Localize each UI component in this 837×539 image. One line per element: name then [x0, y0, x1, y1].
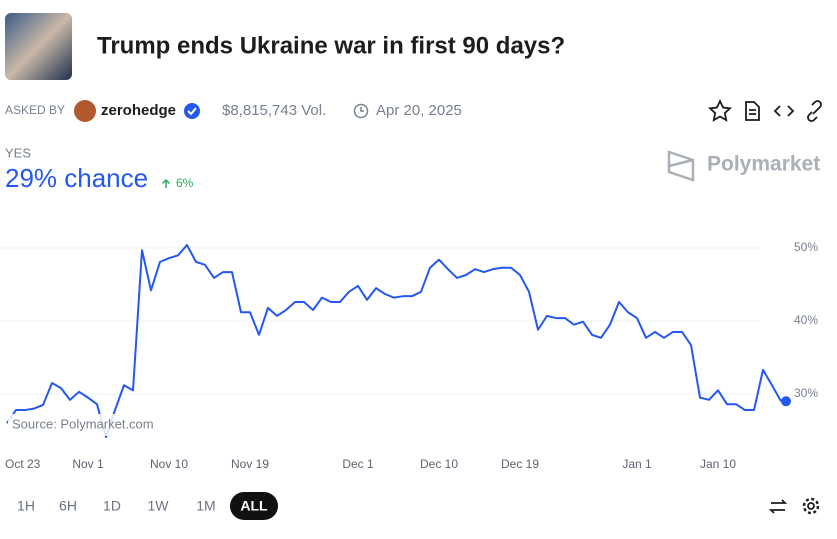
link-button[interactable]: [807, 100, 822, 122]
up-arrow: [161, 178, 171, 188]
x-tick-label: Nov 19: [231, 457, 269, 471]
x-tick-label: Jan 1: [622, 457, 652, 471]
y-tick-label: 40%: [794, 313, 818, 327]
market-title: Trump ends Ukraine war in first 90 days?: [97, 32, 565, 59]
brand-name: Polymarket: [707, 153, 820, 176]
doc-button[interactable]: [745, 101, 760, 121]
range-button[interactable]: 1W: [148, 498, 170, 514]
verified-badge: [184, 103, 200, 119]
y-tick-label: 30%: [794, 386, 818, 400]
star-button[interactable]: [707, 98, 733, 122]
embed-button[interactable]: [773, 105, 795, 117]
x-tick-label: Oct 23: [5, 457, 41, 471]
chart: 30% 40% 50% Oct 23 Nov 1 Nov 10 Nov 19 Dec 1 Dec…: [0, 240, 818, 471]
volume: $8,815,743 Vol.: [222, 102, 326, 119]
range-selector: 1H 6H 1D 1W 1M ALL: [17, 492, 278, 520]
price-line: [6, 244, 782, 439]
settings-gear[interactable]: [802, 497, 820, 515]
user-avatar: [74, 100, 96, 122]
user-name[interactable]: zerohedge: [101, 102, 176, 119]
clock-hands: [360, 107, 364, 112]
range-button[interactable]: ALL: [240, 498, 268, 514]
x-tick-label: Nov 10: [150, 457, 188, 471]
asked-by-label: ASKED BY: [5, 103, 65, 117]
last-point: [781, 396, 791, 407]
outcome-label: YES: [5, 145, 31, 160]
range-button[interactable]: 1D: [103, 498, 121, 514]
brand-logo: [667, 150, 695, 182]
swap-button[interactable]: [768, 499, 788, 514]
y-tick-label: 50%: [794, 240, 818, 254]
end-date: Apr 20, 2025: [376, 102, 462, 119]
x-tick-label: Nov 1: [72, 457, 104, 471]
x-tick-label: Dec 10: [420, 457, 458, 471]
verified-check: [187, 107, 197, 116]
x-tick-label: Dec 19: [501, 457, 539, 471]
x-tick-label: Jan 10: [700, 457, 736, 471]
range-button[interactable]: 1M: [196, 498, 215, 514]
source: Source: Polymarket.com: [12, 416, 154, 431]
range-button[interactable]: 6H: [59, 498, 77, 514]
range-button-active[interactable]: [230, 492, 278, 520]
clock-icon: [353, 103, 369, 119]
market-image: [5, 13, 72, 80]
chance: 29% chance: [5, 163, 148, 193]
range-button[interactable]: 1H: [17, 498, 35, 514]
change: 6%: [176, 176, 194, 190]
x-tick-label: Dec 1: [342, 457, 374, 471]
settings-button[interactable]: [807, 502, 815, 510]
source-box: [8, 414, 168, 436]
